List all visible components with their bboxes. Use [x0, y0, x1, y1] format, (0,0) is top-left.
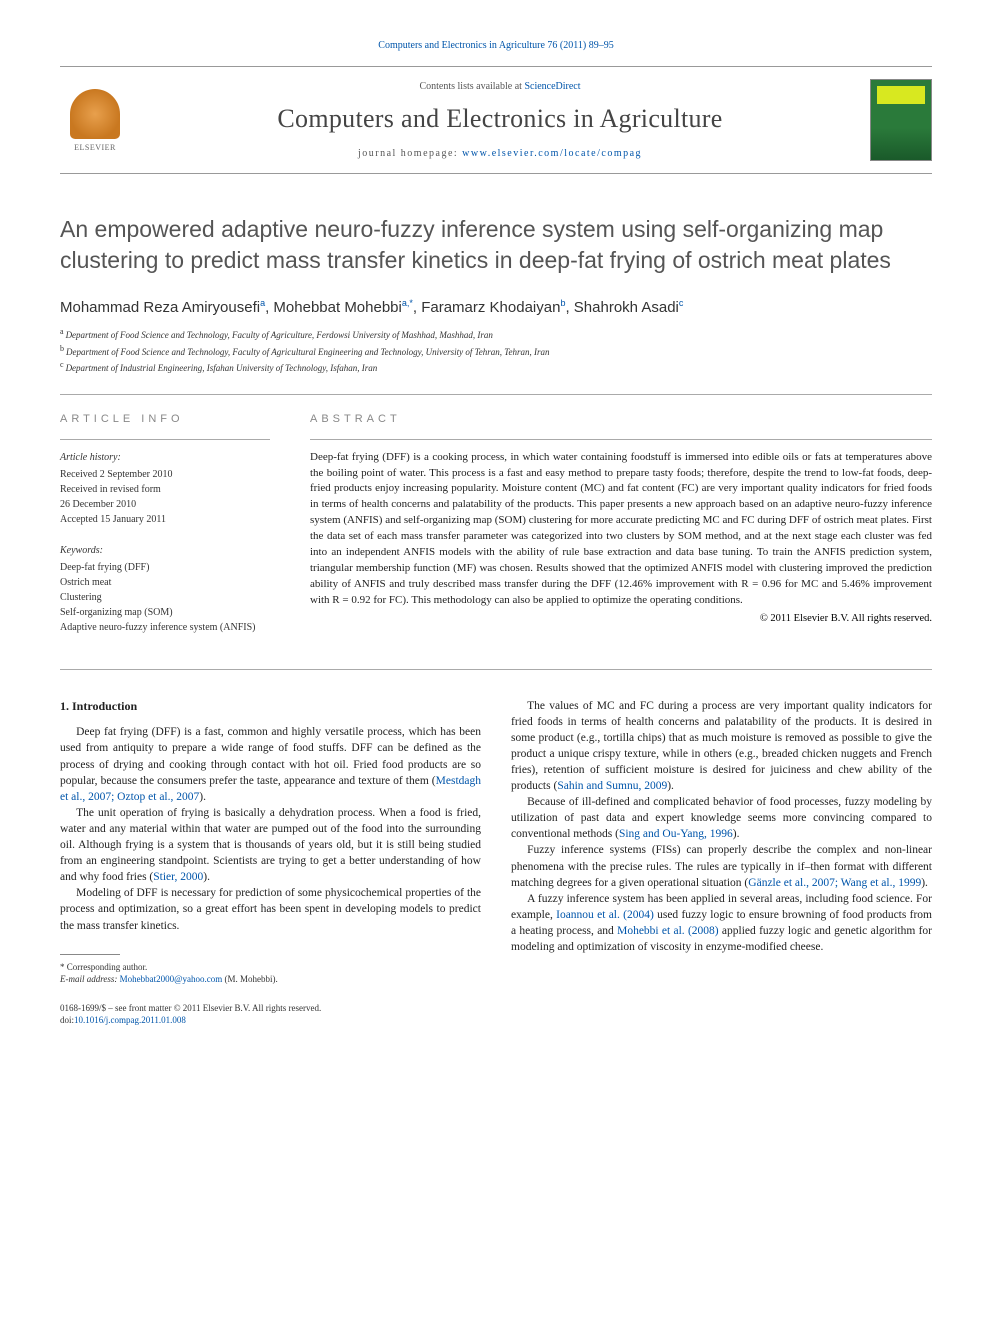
contents-prefix: Contents lists available at	[419, 81, 524, 92]
page-footer: 0168-1699/$ – see front matter © 2011 El…	[60, 1002, 481, 1027]
keywords-block: Keywords: Deep-fat frying (DFF) Ostrich …	[60, 543, 270, 635]
citation-link[interactable]: Ioannou et al. (2004)	[556, 909, 654, 921]
body-paragraph: The unit operation of frying is basicall…	[60, 805, 481, 885]
authors-line: Mohammad Reza Amiryousefia, Mohebbat Moh…	[60, 298, 932, 316]
body-paragraph: Fuzzy inference systems (FISs) can prope…	[511, 842, 932, 890]
keywords-label: Keywords:	[60, 543, 270, 558]
divider	[60, 669, 932, 670]
history-accepted: Accepted 15 January 2011	[60, 512, 270, 527]
homepage-link[interactable]: www.elsevier.com/locate/compag	[462, 148, 642, 159]
p6-end: ).	[921, 877, 928, 889]
keyword: Deep-fat frying (DFF)	[60, 560, 270, 575]
corresponding-author-note: * Corresponding author.	[60, 961, 481, 974]
abstract-divider	[310, 439, 932, 440]
article-title: An empowered adaptive neuro-fuzzy infere…	[60, 214, 932, 276]
p4-end: ).	[667, 780, 674, 792]
body-paragraph: A fuzzy inference system has been applie…	[511, 891, 932, 955]
elsevier-tree-icon	[70, 89, 120, 139]
affiliation-c: cDepartment of Industrial Engineering, I…	[60, 359, 932, 376]
abstract-text: Deep-fat frying (DFF) is a cooking proce…	[310, 450, 932, 609]
doi-link[interactable]: 10.1016/j.compag.2011.01.008	[74, 1015, 186, 1025]
abstract-copyright: © 2011 Elsevier B.V. All rights reserved…	[310, 613, 932, 624]
p1-text: Deep fat frying (DFF) is a fast, common …	[60, 726, 481, 786]
p5-end: ).	[733, 828, 740, 840]
body-paragraph: The values of MC and FC during a process…	[511, 698, 932, 795]
citation-link[interactable]: Gänzle et al., 2007; Wang et al., 1999	[748, 877, 921, 889]
p1-end: ).	[199, 791, 206, 803]
keyword: Self-organizing map (SOM)	[60, 605, 270, 620]
abstract-panel: ABSTRACT Deep-fat frying (DFF) is a cook…	[310, 413, 932, 651]
citation-link[interactable]: Stier, 2000	[153, 871, 203, 883]
keyword: Ostrich meat	[60, 575, 270, 590]
p2-end: ).	[203, 871, 210, 883]
divider	[60, 394, 932, 395]
email-link[interactable]: Mohebbat2000@yahoo.com	[120, 974, 223, 984]
p4-text: The values of MC and FC during a process…	[511, 700, 932, 792]
publisher-logo: ELSEVIER	[60, 80, 130, 160]
email-label: E-mail address:	[60, 974, 117, 984]
journal-cover-thumbnail	[870, 79, 932, 161]
history-revised-1: Received in revised form	[60, 482, 270, 497]
p2-text: The unit operation of frying is basicall…	[60, 807, 481, 883]
history-label: Article history:	[60, 450, 270, 465]
sciencedirect-link[interactable]: ScienceDirect	[524, 81, 580, 92]
citation-link[interactable]: Mohebbi et al. (2008)	[617, 925, 719, 937]
citation-link[interactable]: Sing and Ou-Yang, 1996	[619, 828, 733, 840]
history-received: Received 2 September 2010	[60, 467, 270, 482]
history-revised-2: 26 December 2010	[60, 497, 270, 512]
affiliation-b-text: Department of Food Science and Technolog…	[66, 347, 549, 357]
homepage-prefix: journal homepage:	[358, 148, 462, 159]
homepage-line: journal homepage: www.elsevier.com/locat…	[130, 148, 870, 159]
article-info-heading: ARTICLE INFO	[60, 413, 270, 425]
affiliation-a-text: Department of Food Science and Technolog…	[66, 330, 493, 340]
footnote-separator	[60, 954, 120, 955]
affiliation-a: aDepartment of Food Science and Technolo…	[60, 326, 932, 343]
section-heading-intro: 1. Introduction	[60, 698, 481, 715]
body-paragraph: Modeling of DFF is necessary for predict…	[60, 885, 481, 933]
body-paragraph: Deep fat frying (DFF) is a fast, common …	[60, 724, 481, 804]
citation-link[interactable]: Sahin and Sumnu, 2009	[557, 780, 667, 792]
article-info-panel: ARTICLE INFO Article history: Received 2…	[60, 413, 270, 651]
footnotes: * Corresponding author. E-mail address: …	[60, 961, 481, 986]
footer-copyright: 0168-1699/$ – see front matter © 2011 El…	[60, 1002, 481, 1015]
doi-label: doi:	[60, 1015, 74, 1025]
abstract-heading: ABSTRACT	[310, 413, 932, 425]
info-divider	[60, 439, 270, 440]
body-text: 1. Introduction Deep fat frying (DFF) is…	[60, 698, 932, 1027]
contents-available-line: Contents lists available at ScienceDirec…	[130, 81, 870, 92]
email-line: E-mail address: Mohebbat2000@yahoo.com (…	[60, 973, 481, 986]
email-person: (M. Mohebbi).	[222, 974, 278, 984]
affiliation-c-text: Department of Industrial Engineering, Is…	[66, 363, 378, 373]
journal-title: Computers and Electronics in Agriculture	[130, 104, 870, 134]
masthead: ELSEVIER Contents lists available at Sci…	[60, 66, 932, 174]
article-history-block: Article history: Received 2 September 20…	[60, 450, 270, 527]
affiliations: aDepartment of Food Science and Technolo…	[60, 326, 932, 376]
affiliation-b: bDepartment of Food Science and Technolo…	[60, 343, 932, 360]
keyword: Clustering	[60, 590, 270, 605]
running-header: Computers and Electronics in Agriculture…	[60, 40, 932, 51]
publisher-name: ELSEVIER	[74, 143, 116, 152]
keyword: Adaptive neuro-fuzzy inference system (A…	[60, 620, 270, 635]
body-paragraph: Because of ill-defined and complicated b…	[511, 794, 932, 842]
footer-doi: doi:10.1016/j.compag.2011.01.008	[60, 1014, 481, 1027]
